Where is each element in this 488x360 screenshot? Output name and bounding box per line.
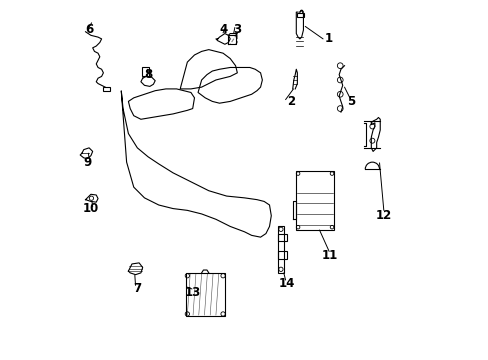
Text: 6: 6 [85,23,93,36]
Bar [278,234,287,241]
Bar [297,13,303,18]
Bar [278,226,283,273]
Text: 8: 8 [143,68,152,81]
Text: 4: 4 [219,23,227,36]
Text: 3: 3 [233,23,241,36]
Text: 5: 5 [347,95,355,108]
Bar [278,251,287,258]
Text: 7: 7 [133,283,141,296]
Text: 13: 13 [184,286,201,299]
Text: 10: 10 [82,202,99,215]
Text: 1: 1 [324,32,332,45]
Text: 2: 2 [286,95,294,108]
Bar [185,273,224,316]
Bar [296,171,333,230]
Bar [103,87,110,91]
Text: 11: 11 [322,248,338,261]
Bar [142,67,149,76]
Text: 9: 9 [83,156,91,168]
Text: 12: 12 [375,209,391,222]
Text: 14: 14 [279,277,295,290]
